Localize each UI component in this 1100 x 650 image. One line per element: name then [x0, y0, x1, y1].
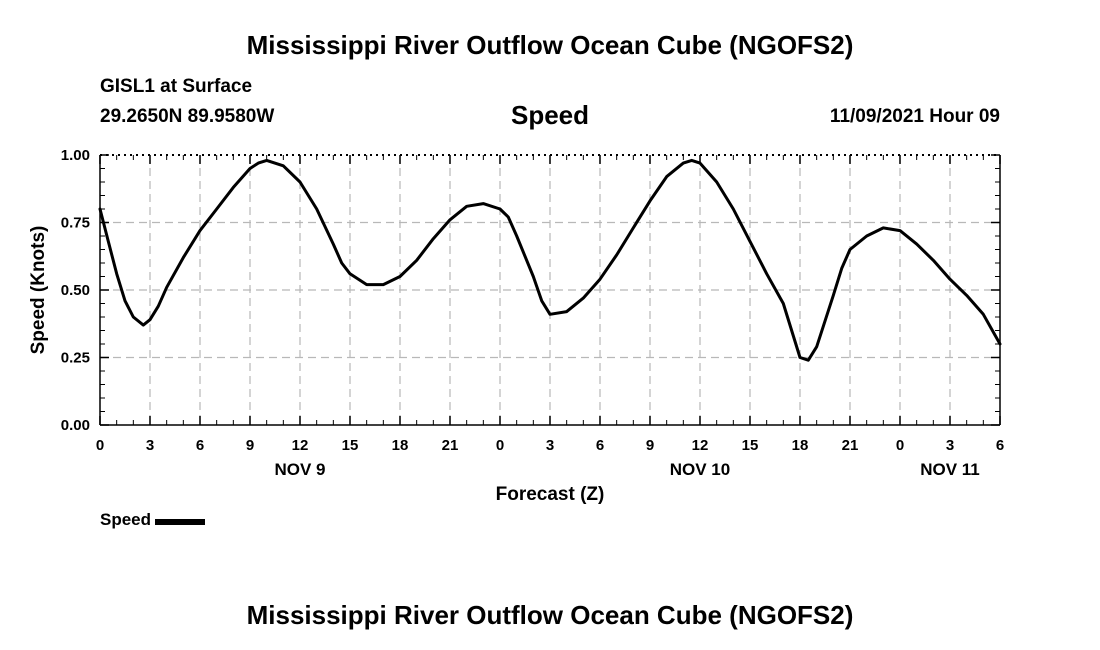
x-tick-label: 21 [842, 437, 859, 454]
variable-title: Speed [510, 100, 590, 130]
y-tick-label: 0.25 [61, 350, 90, 367]
y-tick-label: 0.00 [61, 417, 90, 434]
x-tick-label: 18 [792, 437, 809, 454]
x-tick-label: 9 [646, 437, 654, 454]
x-tick-label: 9 [246, 437, 254, 454]
x-axis-title: Forecast (Z) [496, 484, 605, 505]
y-tick-label: 0.50 [61, 282, 90, 299]
date-label: NOV 10 [670, 460, 730, 479]
legend-line-swatch [155, 518, 206, 525]
x-tick-label: 12 [692, 437, 709, 454]
datetime-label: 11/09/2021 Hour 09 [829, 106, 1000, 127]
speed-series-line [98, 158, 1002, 362]
x-tick-label: 6 [996, 437, 1004, 454]
legend-label: Speed [100, 510, 152, 529]
coordinates-label: 29.2650N 89.9580W [100, 106, 275, 127]
x-tick-label: 18 [392, 437, 409, 454]
x-tick-label: 6 [196, 437, 204, 454]
x-tick-label: 3 [546, 437, 554, 454]
station-label: GISL1 at Surface [100, 76, 253, 97]
x-tick-label: 15 [742, 437, 759, 454]
y-axis-title: Speed (Knots) [28, 226, 49, 355]
x-tick-label: 0 [96, 437, 104, 454]
x-tick-label: 3 [146, 437, 154, 454]
y-tick-label: 1.00 [61, 147, 90, 164]
legend: Speed [100, 510, 206, 530]
y-tick-label: 0.75 [61, 215, 90, 232]
chart-title-bottom: Mississippi River Outflow Ocean Cube (NG… [246, 600, 854, 630]
x-tick-label: 12 [292, 437, 309, 454]
x-tick-label: 0 [896, 437, 904, 454]
x-tick-label: 6 [596, 437, 604, 454]
x-tick-label: 3 [946, 437, 954, 454]
date-label: NOV 11 [920, 460, 980, 479]
x-tick-label: 15 [342, 437, 359, 454]
date-label: NOV 9 [274, 460, 325, 479]
x-tick-label: 21 [442, 437, 459, 454]
chart-title-top: Mississippi River Outflow Ocean Cube (NG… [246, 30, 854, 60]
x-tick-label: 0 [496, 437, 504, 454]
